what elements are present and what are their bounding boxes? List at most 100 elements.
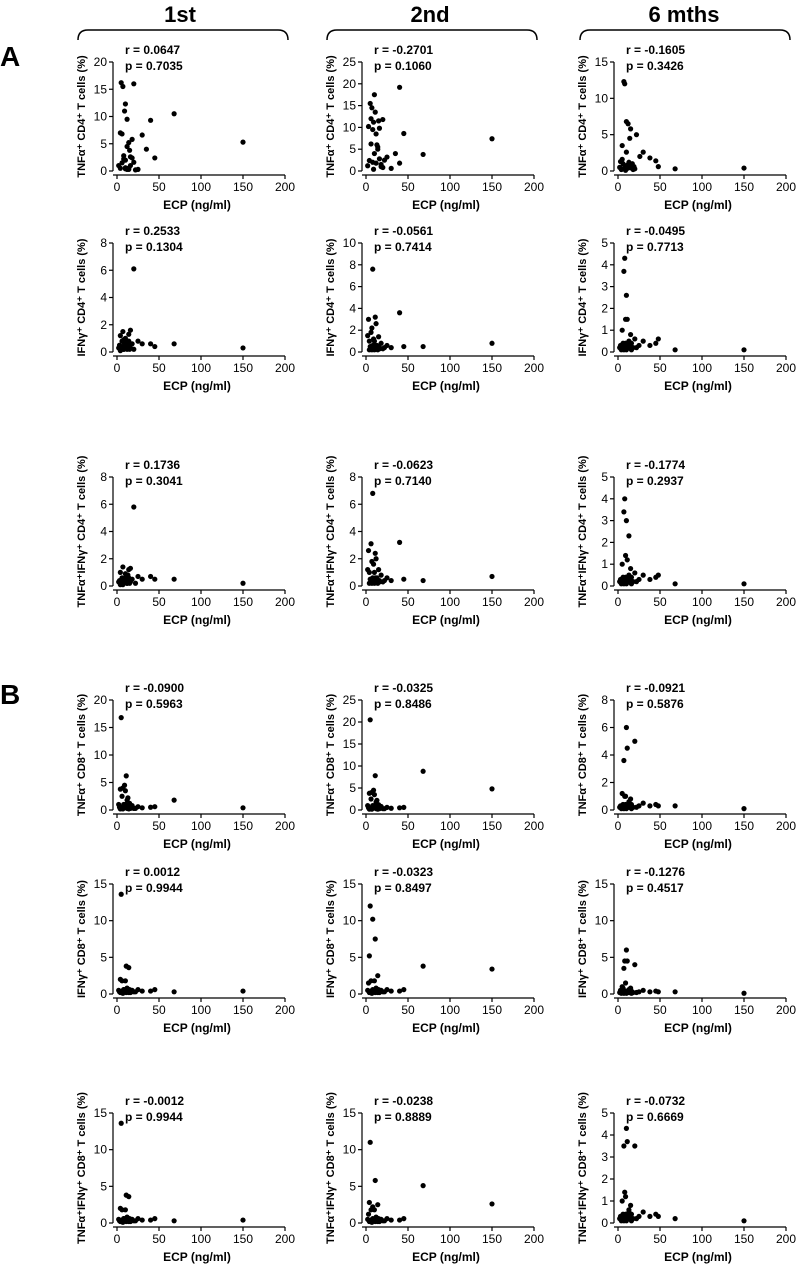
y-tick-label: 5 <box>349 1179 356 1193</box>
data-point <box>633 579 640 585</box>
data-point <box>489 1201 495 1207</box>
y-tick-label: 3 <box>601 1150 608 1164</box>
data-point <box>152 155 158 161</box>
data-point <box>120 328 126 335</box>
x-tick-label: 100 <box>692 819 712 833</box>
y-tick-label: 20 <box>94 693 108 707</box>
data-point <box>672 1216 678 1222</box>
scatter-plot-11: 0 5 10 15 20 25 0 50 100 150 200 ECP (ng/ml) TNFα⁺ C… <box>325 681 544 851</box>
data-point <box>369 580 375 586</box>
column-bracket-6mths <box>579 29 791 41</box>
y-tick-label: 0 <box>349 345 356 359</box>
x-tick-label: 150 <box>734 1232 754 1246</box>
data-point <box>120 582 126 588</box>
x-tick-label: 100 <box>440 180 460 194</box>
data-point <box>619 142 625 149</box>
y-tick-label: 15 <box>343 99 357 113</box>
y-tick-label: 2 <box>100 552 107 566</box>
x-tick-label: 200 <box>776 819 796 833</box>
y-tick-label: 0 <box>100 579 107 593</box>
data-point <box>369 806 375 812</box>
data-point <box>420 577 426 584</box>
y-tick-label: 5 <box>349 781 356 795</box>
data-point <box>622 496 628 502</box>
data-point <box>621 1218 627 1224</box>
data-point <box>366 569 372 575</box>
y-tick-label: 2 <box>601 535 608 549</box>
x-tick-label: 50 <box>152 1232 166 1246</box>
x-tick-label: 0 <box>615 595 622 609</box>
data-point <box>369 325 375 331</box>
data-point <box>365 1211 372 1217</box>
data-point <box>369 1219 375 1225</box>
data-point <box>369 990 375 996</box>
data-point <box>148 341 154 347</box>
y-tick-label: 2 <box>349 323 356 337</box>
x-tick-label: 0 <box>363 595 370 609</box>
data-point <box>622 1211 629 1217</box>
x-tick-label: 200 <box>275 819 295 833</box>
x-tick-label: 100 <box>440 361 460 375</box>
data-point <box>125 795 131 801</box>
data-point <box>121 153 127 159</box>
data-point <box>373 321 379 327</box>
scatter-plot-2: 0 5 10 15 20 25 0 50 100 150 200 ECP (ng/ml) TNFα⁺ C… <box>325 43 544 212</box>
data-point <box>120 564 126 570</box>
x-tick-label: 0 <box>615 1232 622 1246</box>
y-axis-label: TNFα⁺ CD8⁺ T cells (%) <box>325 694 337 817</box>
x-axis-label: ECP (ng/ml) <box>664 379 732 393</box>
y-tick-label: 10 <box>94 1143 108 1157</box>
x-axis-label: ECP (ng/ml) <box>163 198 231 212</box>
data-point <box>381 345 388 351</box>
data-point <box>139 1217 145 1223</box>
scatter-plot-4: 0 2 4 6 8 0 50 100 150 200 ECP (ng/ml) IFNγ⁺ CD4⁺ T… <box>76 224 295 393</box>
data-point <box>626 799 632 805</box>
data-point <box>120 83 126 90</box>
x-tick-label: 50 <box>401 1232 415 1246</box>
stat-p: p = 0.1304 <box>125 240 183 254</box>
data-point <box>617 345 623 351</box>
data-point <box>637 153 643 160</box>
x-tick-label: 150 <box>233 1232 253 1246</box>
data-point <box>125 1216 131 1222</box>
data-point <box>655 989 661 995</box>
y-tick-label: 5 <box>100 950 107 964</box>
data-point <box>622 980 629 986</box>
x-tick-label: 150 <box>482 1232 502 1246</box>
x-tick-label: 0 <box>615 180 622 194</box>
x-tick-label: 0 <box>114 361 121 375</box>
x-axis-label: ECP (ng/ml) <box>163 837 231 851</box>
data-point <box>371 569 377 575</box>
data-point <box>117 333 123 339</box>
x-tick-label: 100 <box>692 180 712 194</box>
x-tick-label: 150 <box>233 180 253 194</box>
data-point <box>380 116 386 123</box>
data-point <box>129 136 135 142</box>
y-tick-label: 15 <box>94 877 108 891</box>
data-point <box>621 965 627 971</box>
data-point <box>370 561 377 567</box>
data-point <box>125 987 131 993</box>
data-point <box>131 81 137 87</box>
data-point <box>401 987 407 993</box>
data-point <box>139 341 145 347</box>
data-point <box>369 347 375 353</box>
data-point <box>376 805 383 811</box>
data-point <box>148 804 154 810</box>
x-tick-label: 100 <box>440 595 460 609</box>
x-axis-label: ECP (ng/ml) <box>664 837 732 851</box>
data-point <box>124 116 130 122</box>
data-point <box>240 580 246 586</box>
data-point <box>621 509 627 515</box>
data-point <box>127 327 134 333</box>
data-point <box>622 574 629 580</box>
data-point <box>628 806 635 812</box>
y-axis-label: TNFα⁺ CD8⁺ T cells (%) <box>577 694 589 817</box>
scatter-plot-7: 0 2 4 6 8 0 50 100 150 200 ECP (ng/ml) TNFα⁺IFNγ⁺ C… <box>76 455 295 627</box>
stat-p: p = 0.8889 <box>374 1110 432 1124</box>
data-point <box>129 155 135 161</box>
x-tick-label: 150 <box>734 1003 754 1017</box>
